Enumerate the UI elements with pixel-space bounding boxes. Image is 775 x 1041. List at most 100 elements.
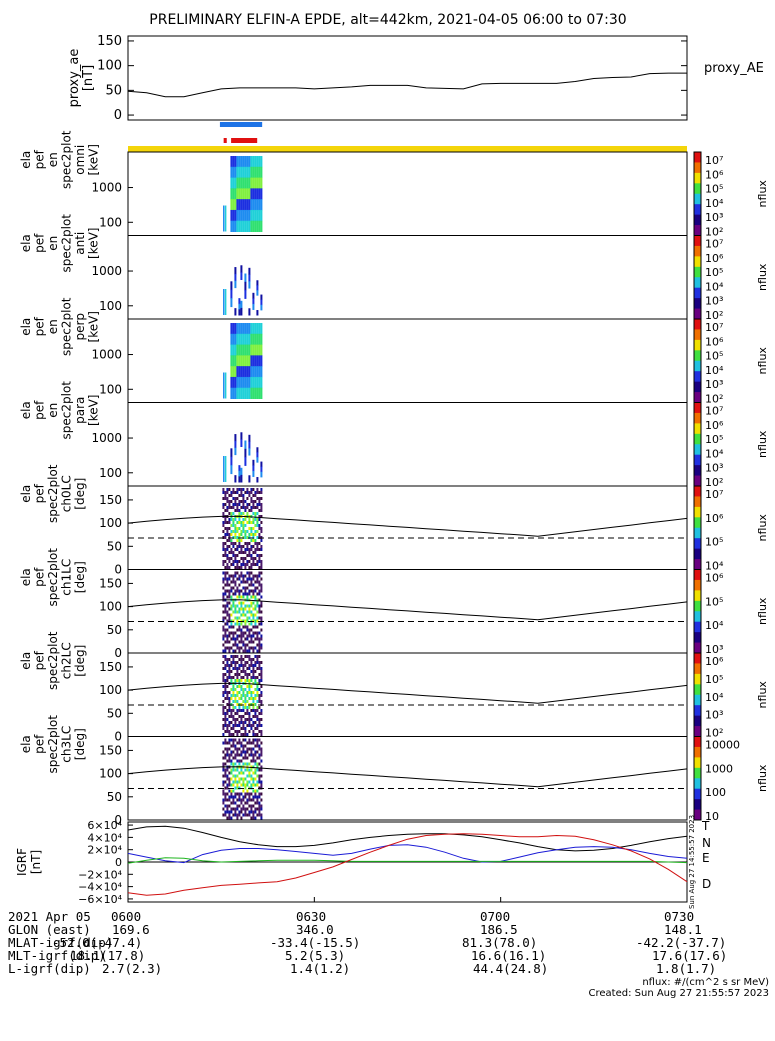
time-0600: 0600 xyxy=(111,909,142,924)
omni-spectrogram-cell xyxy=(244,156,247,168)
ch3LC-spectrogram-cell xyxy=(252,741,255,745)
ch2LC-spectrogram-cell xyxy=(236,676,239,679)
ch0LC-spectrogram-cell xyxy=(238,512,241,515)
ch3LC-colorbar-segment xyxy=(694,778,701,790)
ch0LC-spectrogram-cell xyxy=(240,524,243,527)
ch3LC-spectrogram-cell xyxy=(234,795,237,799)
ch2LC-spectrogram-cell xyxy=(238,709,241,712)
ch2LC-spectrogram-cell xyxy=(226,664,229,667)
omni-spectrogram-cell xyxy=(260,209,263,222)
mlt-0630: 5.2(5.3) xyxy=(285,948,346,963)
para-colorbar-segment xyxy=(694,465,701,477)
ch0LC-colorbar-segment xyxy=(694,486,701,497)
ch2LC-spectrogram-cell xyxy=(226,703,229,706)
para-colorbar-tick: 10⁵ xyxy=(705,433,723,446)
ch1LC-spectrogram-cell xyxy=(256,574,259,578)
ch3LC-spectrogram-cell xyxy=(238,792,241,796)
ch1LC-spectrogram-cell xyxy=(252,631,255,635)
ch0LC-spectrogram-cell xyxy=(236,566,239,569)
perp-spectrogram-cell xyxy=(232,355,235,367)
ch3LC-spectrogram-cell xyxy=(242,756,245,760)
ae-ytick-label: 50 xyxy=(105,83,122,98)
ch1LC-losscone-line xyxy=(127,599,688,621)
ch3LC-spectrogram-cell xyxy=(250,747,253,751)
ch1LC-spectrogram-cell xyxy=(242,625,245,629)
ch3LC-spectrogram-cell xyxy=(230,771,233,775)
ch3LC-spectrogram-cell xyxy=(244,801,247,805)
ch0LC-spectrogram-cell xyxy=(230,539,233,542)
ch1LC-spectrogram-cell xyxy=(248,622,251,626)
ch3LC-spectrogram-cell xyxy=(246,741,249,745)
ch2LC-spectrogram-cell xyxy=(236,661,239,664)
ch1LC-spectrogram-cell xyxy=(242,574,245,578)
ch3LC-spectrogram-cell xyxy=(226,807,229,811)
ch3LC-ylabel-line: ela xyxy=(19,735,33,753)
igrf-legend-E: E xyxy=(702,851,710,865)
anti-colorbar-segment xyxy=(694,256,701,268)
ch0LC-spectrogram-cell xyxy=(256,554,259,557)
para-spectrogram-cell xyxy=(244,448,247,458)
ch0LC-ylabel-line: ela xyxy=(19,485,33,503)
ch0LC-spectrogram-cell xyxy=(228,566,231,569)
ch3LC-ytick-label: 100 xyxy=(99,767,122,781)
ch1LC-colorbar-tick: 10⁶ xyxy=(705,572,724,585)
ch3LC-spectrogram-cell xyxy=(240,771,243,775)
anti-spectrogram-cell xyxy=(244,273,247,283)
ch0LC-spectrogram-cell xyxy=(260,506,263,509)
ch3LC-spectrogram-cell xyxy=(236,759,239,763)
ch1LC-spectrogram-cell xyxy=(238,625,241,629)
omni-spectrogram-cell xyxy=(256,199,259,211)
ch0LC-spectrogram-cell xyxy=(256,563,259,566)
perp-spectrogram-cell xyxy=(230,376,233,389)
ch1LC-spectrogram-cell xyxy=(234,649,237,653)
omni-spectrogram-cell xyxy=(238,166,241,179)
ae-ylabel-line: [nT] xyxy=(81,65,96,91)
ch1LC-spectrogram-cell xyxy=(242,640,245,644)
para-spectrogram-cell xyxy=(256,447,259,453)
ch0LC-colorbar-tick: 10⁴ xyxy=(705,560,724,573)
ch3LC-spectrogram-cell xyxy=(236,807,239,811)
ch3LC-spectrogram-cell xyxy=(258,804,261,808)
perp-spectrogram-cell xyxy=(246,376,249,389)
ch2LC-spectrogram-cell xyxy=(222,706,225,709)
ch3LC-spectrogram-cell xyxy=(258,774,261,778)
ch2LC-spectrogram-cell xyxy=(226,727,229,730)
ch2LC-spectrogram-cell xyxy=(248,697,251,700)
omni-spectrogram-cell xyxy=(246,199,249,211)
ch1LC-spectrogram-cell xyxy=(256,598,259,602)
ch0LC-ylabel-line: ch0LC xyxy=(60,475,74,512)
ch3LC-spectrogram-cell xyxy=(244,738,247,742)
para-spectrogram-cell xyxy=(256,452,259,458)
ch3LC-spectrogram-cell xyxy=(256,807,259,811)
ch3LC-spectrogram-cell xyxy=(238,810,241,814)
ch2LC-spectrogram-cell xyxy=(236,685,239,688)
ch0LC-spectrogram-cell xyxy=(242,524,245,527)
ch3LC-spectrogram-cell xyxy=(254,783,257,787)
footer-row-glon: GLON (east) 169.6 346.0 186.5 148.1 xyxy=(8,923,702,1001)
ch3LC-spectrogram-cell xyxy=(246,813,249,817)
ch2LC-spectrogram-cell xyxy=(222,718,225,721)
ch3LC-spectrogram-cell xyxy=(240,753,243,757)
omni-spectrogram-cell xyxy=(224,205,227,232)
ch2LC-losscone-line xyxy=(127,682,688,704)
ch0LC-spectrogram-cell xyxy=(252,494,255,497)
ch0LC-ytick-label: 50 xyxy=(107,539,122,553)
ch1LC-spectrogram-cell xyxy=(240,604,243,608)
igrf-legend-T: T xyxy=(701,819,710,833)
ae-legend-label: proxy_AE xyxy=(704,61,764,76)
ch0LC-spectrogram-cell xyxy=(250,527,253,530)
ch3LC-spectrogram-cell xyxy=(260,798,263,802)
ch1LC-spectrogram-cell xyxy=(230,589,233,593)
ch0LC-spectrogram-cell xyxy=(252,506,255,509)
ch1LC-spectrogram-cell xyxy=(240,580,243,584)
ch0LC-spectrogram-cell xyxy=(258,524,261,527)
perp-spectrogram-cell xyxy=(260,376,263,389)
ch3LC-spectrogram-cell xyxy=(250,750,253,754)
ch3LC-spectrogram-cell xyxy=(236,750,239,754)
ch3LC-spectrogram-cell xyxy=(260,765,263,769)
ch1LC-spectrogram-cell xyxy=(244,625,247,629)
para-spectrogram-cell xyxy=(240,467,243,476)
anti-colorbar-segment xyxy=(694,287,701,299)
ch1LC-spectrogram-cell xyxy=(256,643,259,647)
ch1LC-colorbar-segment xyxy=(694,569,701,581)
